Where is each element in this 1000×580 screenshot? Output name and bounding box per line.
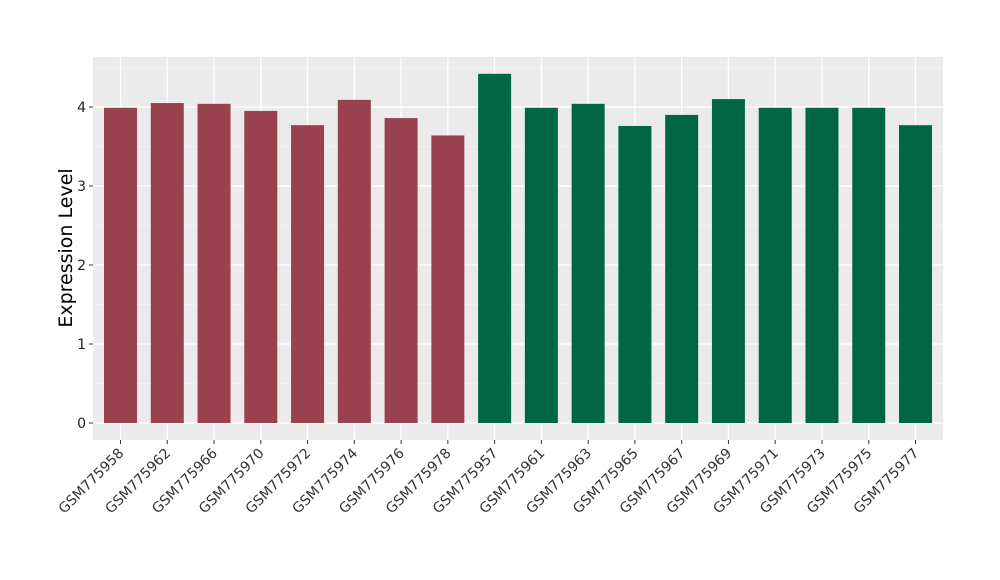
bar-GSM775957: [478, 73, 512, 423]
bars: [104, 73, 932, 424]
bar-GSM775971: [758, 107, 792, 423]
bar-GSM775963: [571, 103, 605, 423]
plot-panel: [93, 57, 943, 440]
y-tick-label: 2: [77, 258, 86, 274]
bar-GSM775976: [384, 118, 418, 423]
minor-gridlines: [93, 67, 943, 384]
bar-GSM775969: [711, 99, 745, 423]
bar-GSM775975: [852, 107, 886, 423]
bar-GSM775967: [665, 114, 699, 424]
bar-GSM775978: [431, 135, 465, 423]
bar-GSM775970: [244, 110, 278, 423]
y-tick-label: 3: [77, 179, 86, 195]
y-tick-label: 4: [77, 100, 86, 116]
bar-GSM775966: [197, 103, 231, 423]
bar-GSM775977: [899, 125, 932, 424]
y-axis: 0 1 2 3 4: [77, 100, 93, 432]
x-axis: GSM775958GSM775962GSM775966GSM775970GSM7…: [56, 440, 922, 517]
bar-GSM775972: [291, 125, 325, 424]
y-axis-title: Expression Level: [55, 168, 77, 327]
y-tick-label: 0: [77, 416, 86, 432]
bar-GSM775962: [150, 103, 184, 424]
bar-GSM775973: [805, 107, 839, 423]
bar-GSM775974: [337, 99, 371, 423]
bar-GSM775965: [618, 125, 652, 424]
bar-GSM775961: [524, 107, 558, 423]
y-tick-label: 1: [77, 337, 86, 353]
bar-GSM775958: [104, 107, 137, 423]
